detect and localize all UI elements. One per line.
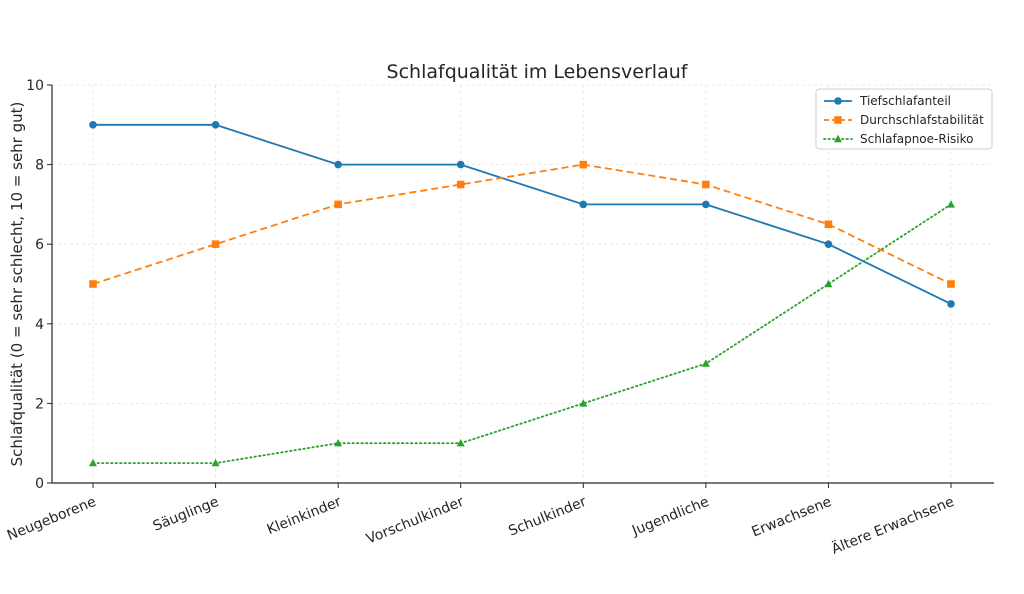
y-ticks: 0 2 4 6 8 10 bbox=[26, 78, 52, 492]
data-point-schlafapnoe-risiko bbox=[456, 439, 465, 447]
legend-item-schlafapnoe-risiko: Schlafapnoe-Risiko bbox=[823, 132, 973, 146]
y-tick-label: 2 bbox=[35, 396, 44, 412]
series-durchschlafstabilit-t bbox=[89, 160, 955, 288]
legend-item-durchschlafstabilit-t: Durchschlafstabilität bbox=[824, 113, 984, 127]
y-tick-label: 10 bbox=[26, 78, 44, 94]
x-tick-label: Ältere Erwachsene bbox=[829, 492, 957, 558]
data-point-tiefschlafanteil bbox=[824, 240, 833, 248]
data-point-tiefschlafanteil bbox=[334, 160, 342, 169]
legend-marker bbox=[834, 116, 842, 124]
data-point-tiefschlafanteil bbox=[702, 200, 710, 209]
data-point-schlafapnoe-risiko bbox=[579, 399, 588, 407]
data-point-durchschlafstabilit-t bbox=[211, 240, 220, 248]
x-ticks: Neugeborene Säuglinge Kleinkinder Vorschulk… bbox=[5, 483, 957, 558]
series-tiefschlafanteil bbox=[89, 121, 955, 308]
chart-title: Schlafqualität im Lebensverlauf bbox=[387, 61, 689, 83]
data-point-durchschlafstabilit-t bbox=[456, 180, 465, 189]
legend-label: Schlafapnoe-Risiko bbox=[860, 132, 973, 146]
x-tick-label: Neugeborene bbox=[5, 494, 99, 544]
x-tick-label: Schulkinder bbox=[506, 494, 589, 540]
data-point-tiefschlafanteil bbox=[211, 121, 220, 129]
data-point-tiefschlafanteil bbox=[456, 160, 465, 169]
legend-frame bbox=[815, 88, 993, 150]
legend-marker bbox=[834, 97, 842, 105]
y-tick-label: 0 bbox=[35, 476, 44, 492]
y-tick-label: 8 bbox=[35, 158, 44, 174]
series-line-durchschlafstabilit-t bbox=[92, 163, 952, 285]
data-point-durchschlafstabilit-t bbox=[824, 220, 833, 229]
series bbox=[89, 121, 955, 467]
legend-marker bbox=[834, 134, 842, 143]
series-line-schlafapnoe-risiko bbox=[92, 203, 952, 465]
data-point-tiefschlafanteil bbox=[947, 300, 955, 308]
x-tick-label: Jugendliche bbox=[629, 494, 711, 540]
data-point-durchschlafstabilit-t bbox=[89, 280, 97, 288]
axes bbox=[51, 85, 994, 484]
legend: Tiefschlafanteil Durchschlafstabilität Sch… bbox=[815, 88, 993, 150]
series-schlafapnoe-risiko bbox=[89, 200, 955, 467]
legend-label: Durchschlafstabilität bbox=[860, 113, 984, 127]
series-line-tiefschlafanteil bbox=[93, 123, 952, 305]
data-point-schlafapnoe-risiko bbox=[89, 458, 97, 467]
data-point-tiefschlafanteil bbox=[579, 200, 588, 209]
data-point-tiefschlafanteil bbox=[89, 121, 97, 129]
y-axis-label: Schlafqualität (0 = sehr schlecht, 10 = … bbox=[8, 102, 26, 467]
data-point-schlafapnoe-risiko bbox=[334, 439, 343, 447]
data-point-durchschlafstabilit-t bbox=[947, 280, 955, 288]
legend-item-tiefschlafanteil: Tiefschlafanteil bbox=[824, 94, 951, 108]
data-point-schlafapnoe-risiko bbox=[947, 200, 955, 208]
data-point-schlafapnoe-risiko bbox=[824, 279, 833, 288]
data-point-schlafapnoe-risiko bbox=[211, 458, 220, 467]
data-point-durchschlafstabilit-t bbox=[579, 160, 588, 169]
data-point-durchschlafstabilit-t bbox=[334, 200, 342, 209]
data-point-schlafapnoe-risiko bbox=[701, 359, 710, 367]
y-tick-label: 6 bbox=[35, 237, 44, 253]
legend-label: Tiefschlafanteil bbox=[859, 94, 951, 108]
x-tick-label: Vorschulkinder bbox=[364, 494, 466, 548]
x-tick-label: Kleinkinder bbox=[265, 494, 344, 538]
data-point-durchschlafstabilit-t bbox=[702, 180, 710, 189]
x-tick-label: Säuglinge bbox=[151, 494, 221, 535]
x-tick-label: Erwachsene bbox=[749, 494, 833, 541]
y-tick-label: 4 bbox=[35, 317, 44, 333]
